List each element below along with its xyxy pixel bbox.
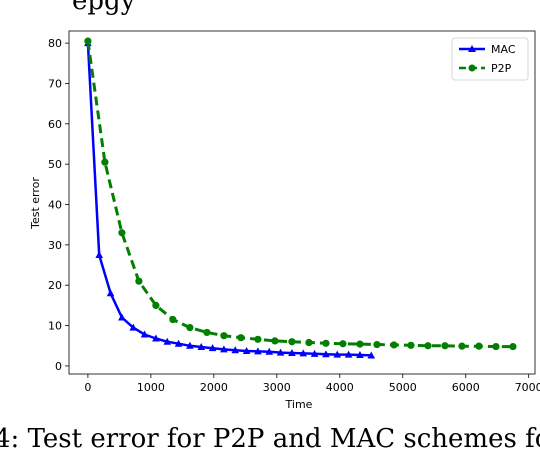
data-point-mac	[356, 351, 364, 359]
data-point-p2p	[135, 277, 143, 285]
data-point-mac	[174, 339, 183, 347]
y-tick-label: 20	[48, 279, 62, 292]
y-tick-label: 70	[48, 77, 62, 90]
series-line-p2p	[86, 40, 513, 349]
data-point-mac	[344, 350, 353, 358]
data-point-mac	[186, 341, 194, 349]
x-axis-label: Time	[285, 398, 313, 411]
data-point-mac	[242, 346, 251, 354]
data-point-p2p	[441, 342, 449, 350]
data-point-mac	[254, 347, 262, 355]
data-point-mac	[140, 330, 149, 338]
data-point-mac	[310, 349, 319, 357]
data-point-mac	[95, 250, 104, 258]
plot-frame	[68, 30, 536, 375]
x-tick-label: 3000	[263, 381, 291, 394]
data-point-p2p	[509, 342, 517, 351]
data-point-p2p	[373, 340, 381, 349]
data-point-p2p	[475, 342, 483, 350]
data-point-p2p	[305, 338, 313, 347]
data-point-p2p	[356, 340, 364, 348]
y-tick-label: 50	[48, 158, 62, 171]
y-tick-label: 10	[48, 320, 62, 333]
data-point-p2p	[169, 315, 177, 324]
x-axis-ticks: 0 1000 2000 3000 4000 5000 6000 7000	[84, 374, 540, 394]
x-tick-label: 1000	[137, 381, 165, 394]
data-point-mac	[231, 346, 240, 354]
y-tick-label: 30	[48, 239, 62, 252]
y-tick-label: 80	[48, 37, 62, 50]
bottom-caption-fragment: 4: Test error for P2P and MAC schemes fo…	[0, 424, 540, 454]
data-point-p2p	[203, 328, 211, 337]
data-point-p2p	[220, 332, 228, 340]
data-point-mac	[265, 347, 274, 355]
data-point-p2p	[186, 323, 194, 332]
series-line-mac	[86, 43, 372, 357]
data-point-p2p	[254, 335, 262, 343]
legend-mac-marker	[468, 45, 476, 52]
legend: MAC P2P	[451, 37, 529, 81]
data-point-mac	[333, 350, 342, 358]
data-point-p2p	[458, 342, 466, 350]
data-point-mac	[322, 350, 330, 358]
data-point-mac	[276, 348, 285, 356]
series-mac	[84, 39, 376, 359]
y-tick-label: 40	[48, 199, 62, 212]
data-point-p2p	[339, 340, 347, 348]
x-tick-label: 5000	[389, 381, 417, 394]
top-caption-fragment: epgy	[72, 0, 136, 16]
data-point-p2p	[271, 337, 279, 345]
series-layer	[84, 37, 517, 359]
line-chart: 0 10 20 30 40 50 60 70 80 0 1000 2000 3000 4000 5000 6…	[29, 30, 540, 411]
legend-p2p-label: P2P	[491, 62, 512, 75]
data-point-mac	[220, 345, 228, 353]
data-point-p2p	[288, 338, 296, 346]
data-point-mac	[118, 313, 126, 321]
y-axis-ticks: 0 10 20 30 40 50 60 70 80	[48, 37, 69, 373]
legend-mac-label: MAC	[491, 43, 516, 56]
legend-box	[451, 37, 529, 81]
y-axis-label: Test error	[29, 177, 42, 230]
data-point-mac	[163, 337, 172, 345]
y-tick-label: 60	[48, 118, 62, 131]
data-point-p2p	[424, 342, 432, 350]
data-point-mac	[197, 342, 206, 350]
data-point-p2p	[118, 229, 126, 237]
x-tick-label: 6000	[452, 381, 480, 394]
series-p2p	[84, 37, 517, 351]
y-tick-label: 0	[55, 360, 62, 373]
data-point-p2p	[407, 341, 415, 349]
data-point-mac	[367, 351, 376, 359]
x-tick-label: 0	[84, 381, 91, 394]
data-point-p2p	[152, 301, 160, 309]
data-point-mac	[288, 349, 296, 357]
data-point-mac	[208, 344, 217, 352]
x-tick-label: 7000	[515, 381, 540, 394]
data-point-p2p	[237, 334, 245, 342]
data-point-p2p	[390, 341, 398, 349]
data-point-p2p	[84, 37, 92, 45]
x-tick-label: 4000	[326, 381, 354, 394]
data-point-mac	[152, 334, 160, 342]
data-point-p2p	[101, 158, 109, 166]
data-point-p2p	[322, 339, 330, 347]
x-tick-label: 2000	[200, 381, 228, 394]
data-point-mac	[106, 289, 115, 297]
data-point-mac	[299, 349, 308, 357]
data-point-mac	[129, 323, 138, 331]
legend-p2p-marker	[468, 64, 476, 72]
data-point-p2p	[492, 342, 500, 351]
